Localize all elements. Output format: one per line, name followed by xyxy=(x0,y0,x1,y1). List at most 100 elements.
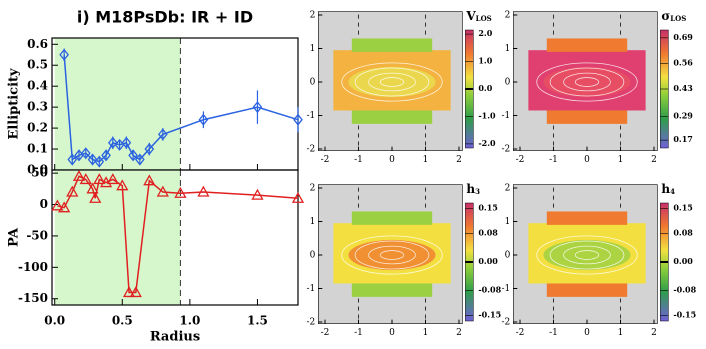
marker xyxy=(128,149,138,162)
x-tick-label: -2 xyxy=(321,328,330,338)
contour xyxy=(379,77,405,87)
marker xyxy=(135,153,145,166)
y-tick-label: -2 xyxy=(502,318,511,328)
x-tick-label: -1 xyxy=(549,155,558,165)
x-tick-label: 2 xyxy=(651,328,657,338)
map-label: h3 xyxy=(466,182,480,197)
contour xyxy=(549,240,625,270)
contour xyxy=(379,250,405,260)
marker xyxy=(79,173,92,185)
y-axis-label: PA xyxy=(7,227,22,247)
x-tick-label: -2 xyxy=(516,155,525,165)
colorbar-tick-label: -0.15 xyxy=(478,310,501,320)
x-tick-label: -2 xyxy=(321,155,330,165)
y-tick-label: -1 xyxy=(307,111,316,121)
contour xyxy=(341,235,443,275)
y-tick-label: 0 xyxy=(310,78,316,88)
colorbar-tick-label: 0.08 xyxy=(478,227,498,237)
x-tick-label: 0 xyxy=(584,328,590,338)
colorbar-tick-label: 0.00 xyxy=(478,256,498,266)
map-field xyxy=(351,283,433,297)
x-tick-label: -1 xyxy=(354,328,363,338)
marker xyxy=(143,174,156,186)
y-tick-label: 2 xyxy=(310,184,316,194)
y-tick-label: 50 xyxy=(31,166,48,180)
data-line xyxy=(57,175,299,294)
map-field xyxy=(348,66,436,98)
y-tick-label: 0.2 xyxy=(27,121,48,135)
y-tick-label: 0 xyxy=(505,251,511,261)
marker xyxy=(116,179,129,191)
y-tick-label: -150 xyxy=(18,291,48,305)
marker xyxy=(93,173,106,185)
marker xyxy=(156,185,169,197)
x-tick-label: 0 xyxy=(584,155,590,165)
x-tick-label: -1 xyxy=(354,155,363,165)
contour xyxy=(536,235,638,275)
colorbar-tick-label: -0.15 xyxy=(673,310,696,320)
contour xyxy=(536,62,638,102)
marker xyxy=(129,286,142,298)
y-tick-label: 0.3 xyxy=(27,100,48,114)
y-tick-label: 2 xyxy=(505,184,511,194)
x-tick-label: 0 xyxy=(389,328,395,338)
marker xyxy=(197,185,210,197)
y-tick-label: 0 xyxy=(505,78,511,88)
map-label-main: h xyxy=(661,182,670,196)
frame xyxy=(317,184,463,324)
colorbar-tick-label: 0.08 xyxy=(673,227,693,237)
x-tick-label: 2 xyxy=(651,155,657,165)
marker xyxy=(293,113,303,126)
x-tick-label: 1.5 xyxy=(247,314,268,328)
frame xyxy=(512,184,658,324)
map-field xyxy=(351,110,433,124)
colorbar-tick-label: 0.17 xyxy=(673,134,692,144)
x-tick-label: 1.0 xyxy=(179,314,200,328)
marker xyxy=(121,136,132,149)
map-field xyxy=(351,38,433,52)
marker xyxy=(252,101,263,114)
x-tick-label: 0.5 xyxy=(112,314,133,328)
y-tick-label: 2 xyxy=(310,11,316,21)
y-tick-label: -2 xyxy=(502,145,511,155)
y-tick-label: -1 xyxy=(502,284,511,294)
marker xyxy=(51,199,64,211)
colorbar-tick-label: 0.15 xyxy=(478,202,497,212)
contour xyxy=(563,72,611,92)
x-tick-label: 1 xyxy=(618,328,624,338)
y-tick-label: 1 xyxy=(310,44,316,54)
map-label-sub: 3 xyxy=(475,187,480,196)
map-field xyxy=(348,239,436,271)
colorbar-tick-label: 2.0 xyxy=(478,28,492,38)
map-label-sub: 4 xyxy=(670,187,675,196)
colorbar-tick-label: 0.0 xyxy=(478,83,492,93)
marker xyxy=(80,147,91,160)
y-tick-label: 1 xyxy=(505,217,511,227)
map-label-sub: LOS xyxy=(670,14,686,23)
x-tick-label: 0.0 xyxy=(44,314,65,328)
marker xyxy=(291,191,305,203)
frame xyxy=(512,11,658,151)
map-field xyxy=(546,110,628,124)
x-tick-label: 1 xyxy=(423,328,429,338)
x-tick-label: 0 xyxy=(389,155,395,165)
y-tick-label: 1 xyxy=(505,44,511,54)
marker xyxy=(67,153,78,166)
contour xyxy=(368,245,416,265)
colorbar-tick-label: -0.08 xyxy=(673,285,696,295)
y-tick-label: 0.6 xyxy=(27,37,48,51)
marker xyxy=(89,191,102,203)
frame xyxy=(51,169,299,306)
map-label: VLOS xyxy=(465,9,491,24)
contour xyxy=(574,250,600,260)
contour xyxy=(368,72,416,92)
chart-title: i) M18PsDb: IR + ID xyxy=(77,8,253,27)
colorbar-tick-label: -1.0 xyxy=(478,110,496,120)
colorbar-tick-label: 0.00 xyxy=(673,256,693,266)
marker xyxy=(87,153,98,166)
map-field xyxy=(543,239,631,271)
x-tick-label: 2 xyxy=(456,155,462,165)
map-field xyxy=(546,283,628,297)
y-tick-label: 0 xyxy=(310,251,316,261)
